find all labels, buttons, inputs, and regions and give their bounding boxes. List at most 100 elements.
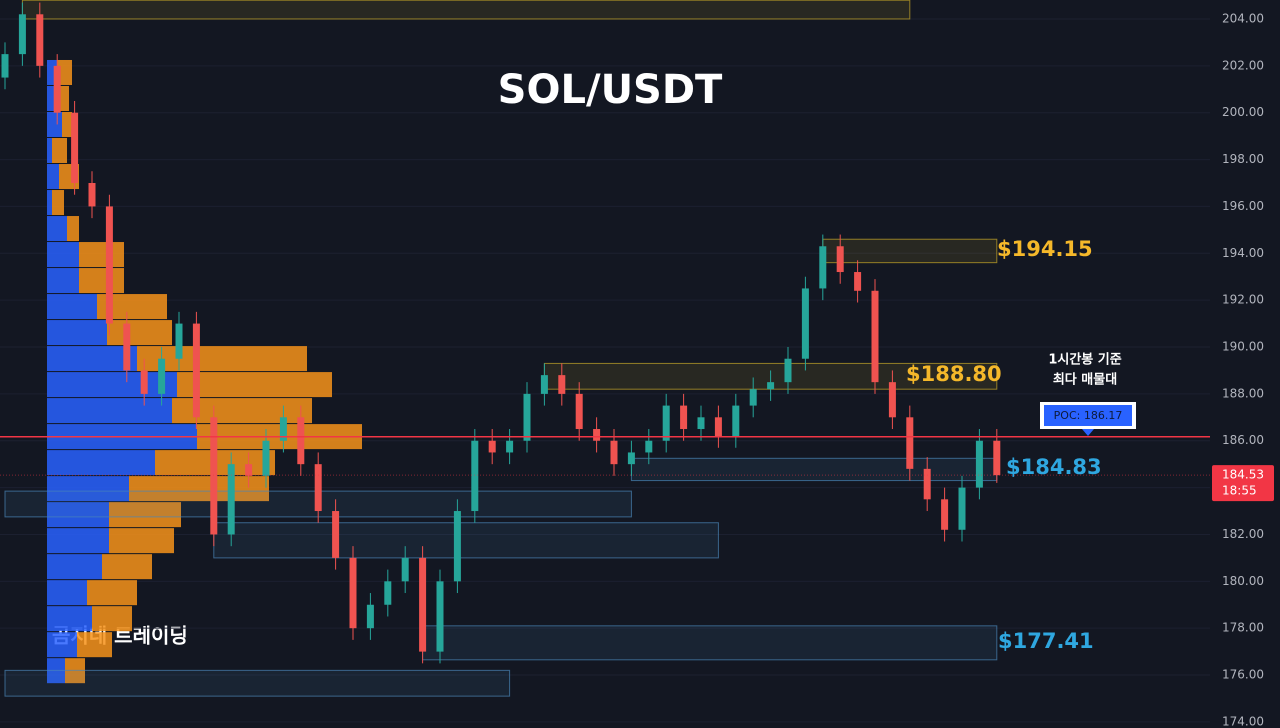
- candle-body: [18, 14, 26, 55]
- candle-body: [575, 393, 583, 430]
- candle-body: [680, 405, 688, 430]
- candle-body: [384, 581, 392, 605]
- candle-body: [767, 382, 775, 390]
- candle-body: [540, 375, 548, 394]
- profile-bar: [79, 242, 124, 268]
- candle-body: [314, 464, 322, 512]
- profile-bar: [47, 112, 62, 138]
- profile-bar: [57, 59, 72, 85]
- candle-body: [645, 440, 653, 453]
- candle-body: [105, 206, 113, 324]
- candle-body: [123, 323, 131, 371]
- candle-body: [262, 440, 270, 476]
- candle-body: [88, 182, 96, 207]
- candle-body: [279, 417, 287, 441]
- profile-bar: [67, 216, 79, 242]
- candle-body: [923, 468, 931, 500]
- profile-bar: [47, 268, 79, 294]
- profile-bar: [47, 242, 79, 268]
- candle-body: [888, 382, 896, 418]
- zone: [21, 0, 911, 20]
- zone: [422, 625, 998, 661]
- profile-bar: [47, 450, 155, 476]
- zone: [4, 669, 511, 697]
- last-price-tag: [1212, 465, 1274, 502]
- candle-body: [523, 393, 531, 441]
- candle-body: [175, 323, 183, 359]
- y-tick-label: 200.00: [1222, 105, 1264, 119]
- profile-bar: [47, 580, 87, 606]
- candle-body: [245, 464, 253, 476]
- candle-body: [158, 358, 166, 394]
- profile-bar: [47, 606, 92, 632]
- profile-bar: [47, 85, 57, 111]
- candle-body: [419, 557, 427, 652]
- candle-body: [610, 440, 618, 465]
- candle-body: [210, 417, 218, 535]
- candle-body: [784, 358, 792, 383]
- candle-body: [801, 288, 809, 359]
- poc-pointer: [1082, 429, 1094, 436]
- chart-title: SOL/USDT: [498, 67, 723, 113]
- profile-bar: [79, 268, 124, 294]
- candle-body: [958, 487, 966, 530]
- candle-body: [871, 290, 879, 383]
- candle-body: [836, 246, 844, 273]
- profile-bar: [52, 138, 67, 164]
- candle-body: [488, 440, 496, 453]
- profile-bar: [47, 138, 52, 164]
- last-price-time: 18:55: [1222, 484, 1257, 498]
- candle-body: [975, 440, 983, 488]
- candle-body: [819, 246, 827, 289]
- profile-bar: [47, 528, 109, 554]
- profile-bar: [47, 190, 52, 216]
- profile-bar: [109, 502, 181, 528]
- candle-body: [941, 499, 949, 530]
- candle-body: [436, 581, 444, 652]
- y-tick-label: 190.00: [1222, 340, 1264, 354]
- y-tick-label: 196.00: [1222, 199, 1264, 213]
- profile-bar: [177, 372, 332, 398]
- profile-bar: [137, 346, 307, 372]
- last-price-label: 184.53: [1222, 468, 1264, 482]
- profile-bar: [47, 476, 129, 502]
- note-line: 최다 매물대: [1053, 372, 1117, 388]
- candle-body: [53, 65, 61, 113]
- profile-bar: [47, 346, 137, 372]
- candle-body: [366, 604, 374, 629]
- candle-body: [714, 417, 722, 437]
- profile-bar: [47, 398, 172, 424]
- candle-body: [140, 370, 148, 394]
- profile-bar: [47, 59, 57, 85]
- candle-body: [227, 464, 235, 535]
- candle-body: [332, 511, 340, 558]
- profile-bar: [47, 632, 77, 658]
- profile-bar: [47, 164, 59, 190]
- y-tick-label: 198.00: [1222, 152, 1264, 166]
- profile-bar: [87, 580, 137, 606]
- profile-bar: [47, 502, 109, 528]
- poc-label: POC: 186.17: [1054, 409, 1123, 422]
- candle-body: [36, 14, 44, 66]
- profile-bar: [47, 294, 97, 320]
- profile-bar: [62, 112, 72, 138]
- y-tick-label: 178.00: [1222, 621, 1264, 635]
- y-tick-label: 180.00: [1222, 574, 1264, 588]
- level-label: $188.80: [906, 362, 1002, 386]
- candle-body: [558, 375, 566, 394]
- profile-bar: [109, 528, 174, 554]
- level-label: $194.15: [997, 237, 1093, 261]
- y-tick-label: 202.00: [1222, 58, 1264, 72]
- candle-body: [627, 452, 635, 465]
- y-tick-label: 192.00: [1222, 293, 1264, 307]
- zone: [213, 522, 719, 559]
- y-tick-label: 204.00: [1222, 11, 1264, 25]
- candle-body: [192, 323, 200, 418]
- profile-bar: [47, 372, 177, 398]
- profile-bar: [92, 606, 132, 632]
- candle-body: [471, 440, 479, 512]
- candle-body: [993, 440, 1001, 476]
- profile-bar: [47, 554, 102, 580]
